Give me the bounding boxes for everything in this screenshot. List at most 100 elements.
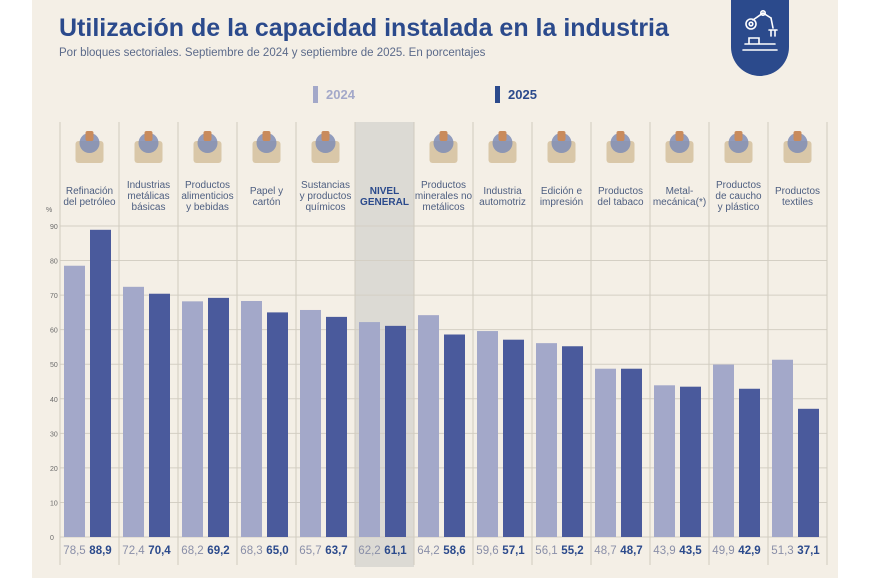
bar-2025 bbox=[208, 297, 229, 537]
category-label: automotriz bbox=[479, 197, 526, 208]
category-label: Refinación bbox=[66, 186, 113, 197]
value-label-2025: 57,1 bbox=[502, 545, 525, 557]
value-label-2024: 68,3 bbox=[240, 545, 262, 557]
value-label-2024: 72,4 bbox=[122, 545, 145, 557]
category-label: Edición e bbox=[541, 186, 583, 197]
category-label: del petróleo bbox=[63, 197, 116, 208]
category-label: metálicos bbox=[422, 202, 464, 213]
category-label: Industria bbox=[483, 186, 522, 197]
value-label-2024: 59,6 bbox=[476, 545, 498, 557]
value-label-2024: 68,2 bbox=[181, 545, 203, 557]
bar-2024 bbox=[595, 368, 616, 537]
mineral-cart-icon bbox=[429, 131, 458, 163]
category-label: Sustancias bbox=[301, 180, 350, 191]
infographic-card: Utilización de la capacidad instalada en… bbox=[32, 0, 838, 578]
category-label: GENERAL bbox=[360, 197, 409, 208]
category-label: metálicas bbox=[127, 191, 169, 202]
legend-2025: 2025 bbox=[495, 86, 537, 103]
food-icon bbox=[193, 131, 222, 163]
y-tick-label: 40 bbox=[50, 397, 58, 404]
saw-blade-icon bbox=[134, 131, 163, 163]
value-label-2025: 63,7 bbox=[325, 545, 347, 557]
bar-2025 bbox=[326, 316, 347, 537]
y-tick-label: 80 bbox=[50, 259, 58, 266]
category-label: minerales no bbox=[415, 191, 473, 202]
bar-2025 bbox=[149, 293, 170, 537]
chart-title: Utilización de la capacidad instalada en… bbox=[59, 14, 669, 42]
bar-2024 bbox=[241, 300, 262, 537]
bar-2024 bbox=[477, 331, 498, 537]
category-label: químicos bbox=[305, 202, 345, 213]
fabric-icon bbox=[783, 131, 812, 163]
legend-swatch-2024 bbox=[313, 86, 318, 103]
category-label: mecánica(*) bbox=[653, 197, 706, 208]
category-label: y productos bbox=[300, 191, 352, 202]
category-label: Productos bbox=[775, 186, 820, 197]
category-label: Productos bbox=[716, 180, 761, 191]
bar-2024 bbox=[123, 286, 144, 537]
y-tick-label: 0 bbox=[50, 535, 54, 542]
bar-2025 bbox=[385, 325, 406, 537]
refinery-icon bbox=[75, 131, 104, 163]
bar-2025 bbox=[680, 386, 701, 537]
category-label: del tabaco bbox=[597, 197, 644, 208]
value-label-2024: 78,5 bbox=[63, 545, 85, 557]
bar-2024 bbox=[359, 322, 380, 537]
pipe-icon bbox=[606, 131, 635, 163]
y-axis-label: % bbox=[46, 207, 52, 214]
legend-2024: 2024 bbox=[313, 86, 355, 103]
category-label: Metal- bbox=[666, 186, 694, 197]
legend-label-2025: 2025 bbox=[508, 87, 537, 102]
bar-2025 bbox=[90, 229, 111, 537]
bar-2025 bbox=[444, 334, 465, 537]
tires-icon bbox=[724, 131, 753, 163]
category-label: Productos bbox=[185, 180, 230, 191]
category-label: de caucho bbox=[715, 191, 762, 202]
category-label: impresión bbox=[540, 197, 583, 208]
category-label: NIVEL bbox=[370, 186, 399, 197]
box-icon bbox=[252, 131, 281, 163]
category-label: Papel y bbox=[250, 186, 283, 197]
industry-badge bbox=[731, 0, 789, 76]
bar-2024 bbox=[654, 385, 675, 537]
car-icon bbox=[488, 131, 517, 163]
robot-arm-icon bbox=[742, 10, 778, 51]
value-label-2025: 61,1 bbox=[384, 545, 407, 557]
bar-2025 bbox=[562, 346, 583, 537]
value-label-2024: 65,7 bbox=[299, 545, 321, 557]
y-tick-label: 60 bbox=[50, 328, 58, 335]
legend-label-2024: 2024 bbox=[326, 87, 355, 102]
value-label-2024: 49,9 bbox=[712, 545, 734, 557]
chart-subtitle: Por bloques sectoriales. Septiembre de 2… bbox=[59, 47, 486, 59]
value-label-2024: 48,7 bbox=[594, 545, 616, 557]
value-label-2025: 69,2 bbox=[207, 545, 229, 557]
value-label-2024: 43,9 bbox=[653, 545, 675, 557]
y-tick-label: 50 bbox=[50, 362, 58, 369]
category-label: alimenticios bbox=[181, 191, 233, 202]
category-label: Productos bbox=[421, 180, 466, 191]
category-label: textiles bbox=[782, 197, 813, 208]
value-label-2025: 70,4 bbox=[148, 545, 171, 557]
paper-roll-icon bbox=[547, 131, 576, 163]
bar-2025 bbox=[798, 408, 819, 537]
legend-swatch-2025 bbox=[495, 86, 500, 103]
bar-2025 bbox=[739, 388, 760, 537]
category-label: básicas bbox=[132, 202, 166, 213]
bar-2024 bbox=[64, 265, 85, 537]
value-label-2025: 37,1 bbox=[797, 545, 820, 557]
bar-2025 bbox=[621, 368, 642, 537]
bar-2025 bbox=[267, 312, 288, 537]
category-label: y plástico bbox=[718, 202, 760, 213]
bar-2025 bbox=[503, 339, 524, 537]
bar-2024 bbox=[300, 309, 321, 537]
value-label-2025: 55,2 bbox=[561, 545, 583, 557]
value-label-2025: 43,5 bbox=[679, 545, 702, 557]
y-tick-label: 90 bbox=[50, 224, 58, 231]
value-label-2025: 65,0 bbox=[266, 545, 288, 557]
category-label: y bebidas bbox=[186, 202, 229, 213]
bar-2024 bbox=[713, 364, 734, 537]
category-label: Productos bbox=[598, 186, 643, 197]
gears-icon bbox=[665, 131, 694, 163]
value-label-2025: 88,9 bbox=[89, 545, 111, 557]
